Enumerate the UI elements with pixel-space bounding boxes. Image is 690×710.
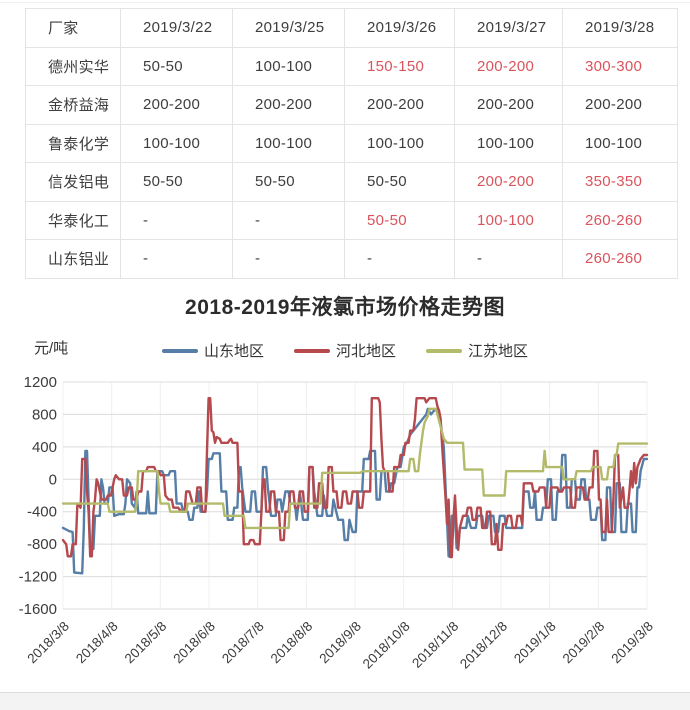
column-header-date: 2019/3/22 bbox=[120, 8, 233, 48]
price-cell: 100-100 bbox=[344, 123, 455, 163]
legend-label: 河北地区 bbox=[335, 343, 396, 360]
price-cell: 350-350 bbox=[562, 162, 678, 202]
column-header-date: 2019/3/25 bbox=[232, 8, 345, 48]
price-cell: 50-50 bbox=[344, 200, 455, 240]
price-cell: 200-200 bbox=[232, 85, 345, 125]
price-cell: 200-200 bbox=[454, 162, 563, 202]
row-header-factory-name: 华泰化工 bbox=[25, 200, 121, 240]
price-cell: 50-50 bbox=[232, 162, 345, 202]
table-header-row: 厂家 2019/3/22 2019/3/25 2019/3/26 2019/3/27 20… bbox=[25, 8, 678, 48]
price-table: 厂家 2019/3/22 2019/3/25 2019/3/26 2019/3/27 20… bbox=[25, 8, 678, 279]
row-header-factory-name: 山东铝业 bbox=[25, 239, 121, 279]
table-row: 信发铝电 50-50 50-50 50-50 200-200 350-350 bbox=[25, 162, 678, 202]
price-trend-chart: 2018-2019年液氯市场价格走势图 山东地区 河北地区 江苏地区 元/吨 120… bbox=[0, 285, 690, 692]
table-row: 德州实华 50-50 100-100 150-150 200-200 300-300 bbox=[25, 46, 678, 86]
y-tick-label: -400 bbox=[27, 504, 57, 521]
row-header-factory-name: 金桥益海 bbox=[25, 85, 121, 125]
x-tick-label: 2019/1/8 bbox=[511, 619, 559, 667]
price-cell: - bbox=[120, 239, 233, 279]
price-cell: 300-300 bbox=[562, 46, 678, 86]
legend-item: 山东地区 bbox=[161, 340, 264, 361]
price-cell: 50-50 bbox=[120, 46, 233, 86]
price-cell: 100-100 bbox=[232, 46, 345, 86]
table-row: 山东铝业 - - - -260-260 bbox=[25, 239, 678, 279]
y-tick-label: 400 bbox=[32, 439, 57, 456]
chart-legend: 山东地区 河北地区 江苏地区 bbox=[0, 340, 690, 361]
column-header-date: 2019/3/28 bbox=[562, 8, 678, 48]
price-cell: 200-200 bbox=[454, 85, 563, 125]
y-tick-label: -800 bbox=[27, 536, 57, 553]
price-cell: 50-50 bbox=[120, 162, 233, 202]
x-tick-label: 2018/6/8 bbox=[170, 619, 218, 667]
y-tick-label: -1200 bbox=[19, 569, 57, 586]
price-cell: 100-100 bbox=[562, 123, 678, 163]
x-tick-label: 2018/11/8 bbox=[409, 619, 461, 671]
price-cell: 200-200 bbox=[344, 85, 455, 125]
x-tick-label: 2018/10/8 bbox=[360, 619, 413, 672]
price-cell: - bbox=[454, 239, 563, 279]
x-tick-label: 2018/9/8 bbox=[316, 619, 364, 667]
column-header-date: 2019/3/26 bbox=[344, 8, 455, 48]
price-cell: 150-150 bbox=[344, 46, 455, 86]
price-cell: 100-100 bbox=[232, 123, 345, 163]
price-cell: 260-260 bbox=[562, 200, 678, 240]
row-header-factory-name: 鲁泰化学 bbox=[25, 123, 121, 163]
page-bottom-band bbox=[0, 692, 690, 710]
price-cell: - bbox=[344, 239, 455, 279]
x-tick-label: 2019/2/8 bbox=[560, 619, 608, 667]
chart-title: 2018-2019年液氯市场价格走势图 bbox=[185, 296, 505, 319]
legend-label: 山东地区 bbox=[203, 343, 264, 360]
series-line-江苏地区 bbox=[61, 407, 649, 530]
x-tick-label: 2018/12/8 bbox=[457, 619, 510, 672]
price-table-section: 厂家 2019/3/22 2019/3/25 2019/3/26 2019/3/27 20… bbox=[25, 8, 678, 279]
y-axis-unit-label: 元/吨 bbox=[34, 340, 69, 357]
legend-item: 河北地区 bbox=[293, 340, 396, 361]
legend-label: 江苏地区 bbox=[468, 343, 529, 360]
y-tick-label: 1200 bbox=[24, 374, 57, 391]
y-tick-label: 0 bbox=[49, 471, 57, 488]
series-line-山东地区 bbox=[61, 407, 649, 575]
price-cell: 200-200 bbox=[120, 85, 233, 125]
price-cell: 260-260 bbox=[562, 239, 678, 279]
x-tick-label: 2018/4/8 bbox=[73, 619, 121, 667]
legend-item: 江苏地区 bbox=[426, 340, 528, 361]
price-table-body: 厂家 2019/3/22 2019/3/25 2019/3/26 2019/3/27 20… bbox=[25, 8, 678, 279]
price-cell: 200-200 bbox=[562, 85, 678, 125]
legend-line-swatch bbox=[426, 348, 462, 353]
column-header-date: 2019/3/27 bbox=[454, 8, 563, 48]
x-tick-label: 2018/5/8 bbox=[122, 619, 170, 667]
table-row: 华泰化工 - -50-50 100-100 260-260 bbox=[25, 200, 678, 240]
row-header-factory-name: 信发铝电 bbox=[25, 162, 121, 202]
price-cell: - bbox=[232, 200, 345, 240]
y-tick-label: 800 bbox=[32, 406, 57, 423]
x-tick-label: 2018/8/8 bbox=[268, 619, 316, 667]
column-header-factory: 厂家 bbox=[25, 8, 121, 48]
price-cell: 100-100 bbox=[454, 200, 563, 240]
x-tick-label: 2018/3/8 bbox=[24, 619, 72, 667]
price-cell: 200-200 bbox=[454, 46, 563, 86]
y-tick-label: -1600 bbox=[19, 601, 57, 618]
x-tick-label: 2019/3/8 bbox=[608, 619, 656, 667]
table-row: 鲁泰化学 100-100 100-100 100-100 100-100 100-100 bbox=[25, 123, 678, 163]
price-cell: 50-50 bbox=[344, 162, 455, 202]
row-header-factory-name: 德州实华 bbox=[25, 46, 121, 86]
price-cell: - bbox=[120, 200, 233, 240]
price-cell: 100-100 bbox=[454, 123, 563, 163]
legend-line-swatch bbox=[161, 348, 198, 353]
table-row: 金桥益海 200-200 200-200 200-200 200-200 200-200 bbox=[25, 85, 678, 125]
x-tick-label: 2018/7/8 bbox=[219, 619, 267, 667]
price-cell: 100-100 bbox=[120, 123, 233, 163]
price-cell: - bbox=[232, 239, 345, 279]
page-top-divider bbox=[0, 2, 690, 3]
legend-line-swatch bbox=[293, 348, 330, 353]
